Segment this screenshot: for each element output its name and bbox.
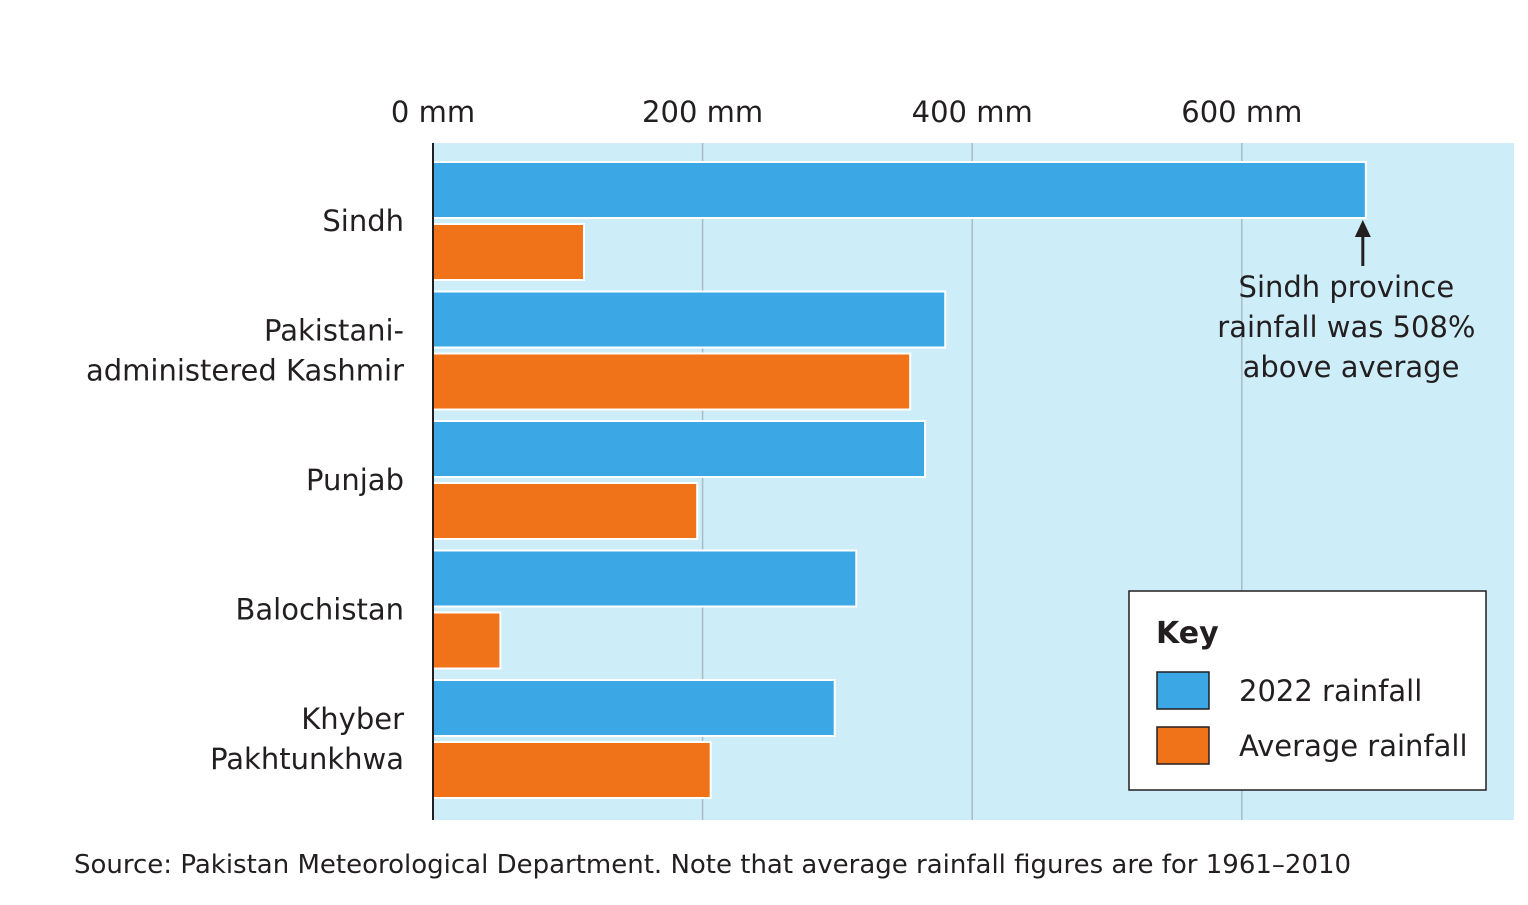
category-label-khyber-pakhtunkhwa: Khyber Pakhtunkhwa — [210, 702, 404, 776]
bar-2022-rainfall-pakistani-administered-kashmir — [432, 290, 947, 349]
x-tick-label-200: 200 mm — [642, 95, 763, 129]
source-note: Source: Pakistan Meteorological Departme… — [74, 850, 1352, 880]
category-label-line: Khyber — [301, 702, 404, 736]
bar-2022-rainfall-balochistan — [432, 549, 858, 608]
bars — [432, 161, 1367, 799]
x-tick-label-600: 600 mm — [1181, 95, 1302, 129]
bar-average-rainfall-khyber-pakhtunkhwa — [432, 741, 712, 799]
category-label-sindh: Sindh — [322, 204, 404, 238]
category-label-line: Balochistan — [236, 593, 404, 627]
x-tick-labels: 0 mm 200 mm 400 mm 600 mm — [391, 95, 1302, 129]
bar-average-rainfall-balochistan — [432, 611, 502, 670]
annotation-line-2: rainfall was 508% — [1217, 310, 1475, 344]
category-label-balochistan: Balochistan — [236, 593, 404, 627]
legend: Key 2022 rainfall Average rainfall — [1128, 590, 1487, 791]
legend-swatch-average-rainfall — [1156, 726, 1210, 765]
annotation-line-1: Sindh province — [1239, 270, 1455, 304]
bar-2022-rainfall-punjab — [432, 420, 927, 478]
legend-swatch-2022-rainfall — [1156, 671, 1210, 710]
bar-2022-rainfall-sindh — [432, 161, 1367, 219]
sindh-annotation: Sindh province rainfall was 508% above a… — [1217, 220, 1484, 384]
bar-average-rainfall-punjab — [432, 482, 699, 540]
category-label-line: administered Kashmir — [86, 354, 404, 388]
bar-2022-rainfall-khyber-pakhtunkhwa — [432, 679, 836, 737]
category-label-line: Pakhtunkhwa — [210, 742, 404, 776]
category-label-punjab: Punjab — [306, 463, 404, 497]
category-label-pakistani-administered-kashmir: Pakistani-administered Kashmir — [86, 314, 404, 388]
x-tick-label-400: 400 mm — [912, 95, 1033, 129]
legend-label-average-rainfall: Average rainfall — [1239, 729, 1468, 763]
legend-title: Key — [1156, 616, 1219, 651]
legend-label-2022-rainfall: 2022 rainfall — [1239, 674, 1422, 708]
category-label-line: Pakistani- — [264, 314, 404, 348]
bar-average-rainfall-sindh — [432, 223, 585, 281]
category-labels: Sindh Pakistani-administered Kashmir Punja… — [86, 204, 404, 776]
bar-average-rainfall-pakistani-administered-kashmir — [432, 352, 912, 411]
annotation-line-3: above average — [1243, 350, 1460, 384]
category-label-line: Punjab — [306, 463, 404, 497]
annotation-arrow-head — [1354, 220, 1371, 237]
annotation-text: Sindh province rainfall was 508% above a… — [1217, 270, 1484, 384]
category-label-line: Sindh — [322, 204, 404, 238]
x-tick-label-0: 0 mm — [391, 95, 475, 129]
